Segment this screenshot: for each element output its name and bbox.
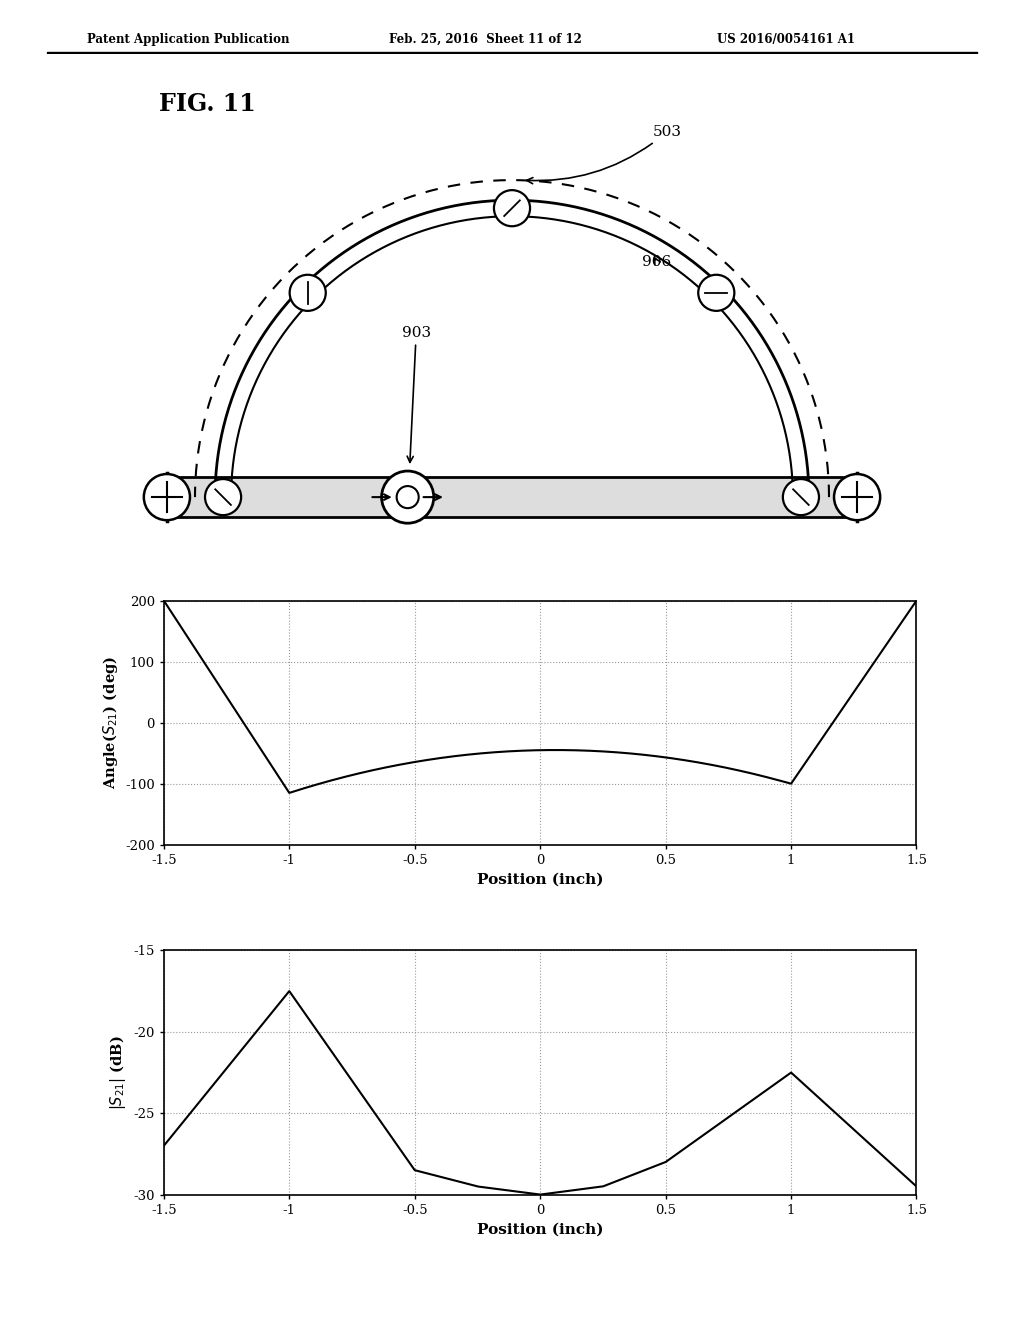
Circle shape <box>143 474 190 520</box>
Text: 903: 903 <box>401 326 431 462</box>
Y-axis label: $|S_{21}|$ (dB): $|S_{21}|$ (dB) <box>108 1035 128 1110</box>
Text: 906: 906 <box>642 255 672 269</box>
Circle shape <box>834 474 881 520</box>
Circle shape <box>290 275 326 312</box>
Circle shape <box>396 486 419 508</box>
Text: US 2016/0054161 A1: US 2016/0054161 A1 <box>717 33 855 46</box>
Text: FIG. 11: FIG. 11 <box>159 92 255 116</box>
Circle shape <box>698 275 734 312</box>
Y-axis label: Angle($S_{21}$) (deg): Angle($S_{21}$) (deg) <box>100 656 120 789</box>
Circle shape <box>382 471 434 523</box>
Circle shape <box>494 190 530 226</box>
X-axis label: Position (inch): Position (inch) <box>477 1222 603 1237</box>
Text: Patent Application Publication: Patent Application Publication <box>87 33 290 46</box>
Bar <box>167 477 857 517</box>
Circle shape <box>205 479 241 515</box>
Circle shape <box>783 479 819 515</box>
Text: 503: 503 <box>526 125 681 183</box>
Text: Feb. 25, 2016  Sheet 11 of 12: Feb. 25, 2016 Sheet 11 of 12 <box>389 33 582 46</box>
X-axis label: Position (inch): Position (inch) <box>477 873 603 887</box>
